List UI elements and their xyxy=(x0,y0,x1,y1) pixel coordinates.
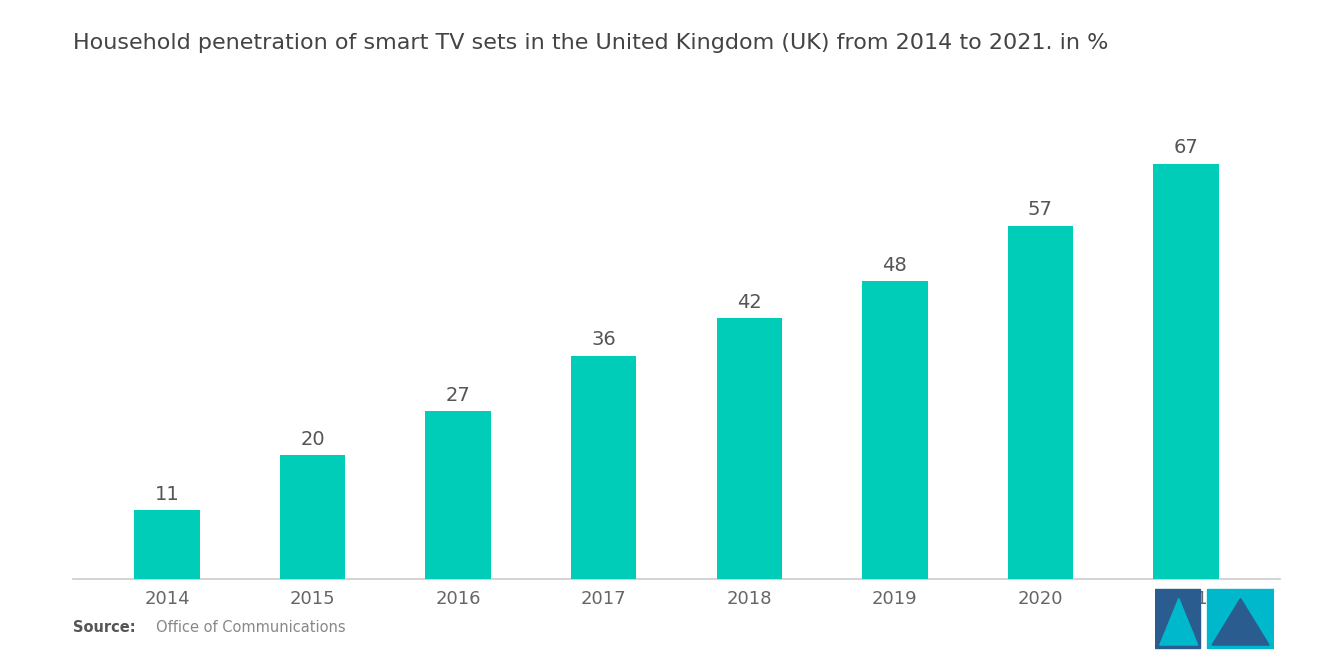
Text: Household penetration of smart TV sets in the United Kingdom (UK) from 2014 to 2: Household penetration of smart TV sets i… xyxy=(73,33,1107,53)
Text: 36: 36 xyxy=(591,331,616,349)
Text: 57: 57 xyxy=(1028,200,1053,219)
Bar xyxy=(135,511,199,579)
Text: 27: 27 xyxy=(446,386,471,405)
Polygon shape xyxy=(1208,589,1274,648)
Bar xyxy=(1154,164,1218,579)
Text: 11: 11 xyxy=(154,485,180,504)
Bar xyxy=(572,356,636,579)
Polygon shape xyxy=(1212,598,1269,645)
Text: 67: 67 xyxy=(1173,138,1199,158)
Bar xyxy=(280,455,346,579)
Bar xyxy=(425,412,491,579)
Bar xyxy=(862,281,928,579)
Polygon shape xyxy=(1160,598,1197,645)
Bar xyxy=(1007,225,1073,579)
Text: 20: 20 xyxy=(301,430,325,448)
Text: Office of Communications: Office of Communications xyxy=(156,620,346,635)
Polygon shape xyxy=(1155,589,1200,648)
Bar xyxy=(717,319,781,579)
Text: Source:: Source: xyxy=(73,620,135,635)
Text: 42: 42 xyxy=(737,293,762,313)
Text: 48: 48 xyxy=(882,256,907,275)
